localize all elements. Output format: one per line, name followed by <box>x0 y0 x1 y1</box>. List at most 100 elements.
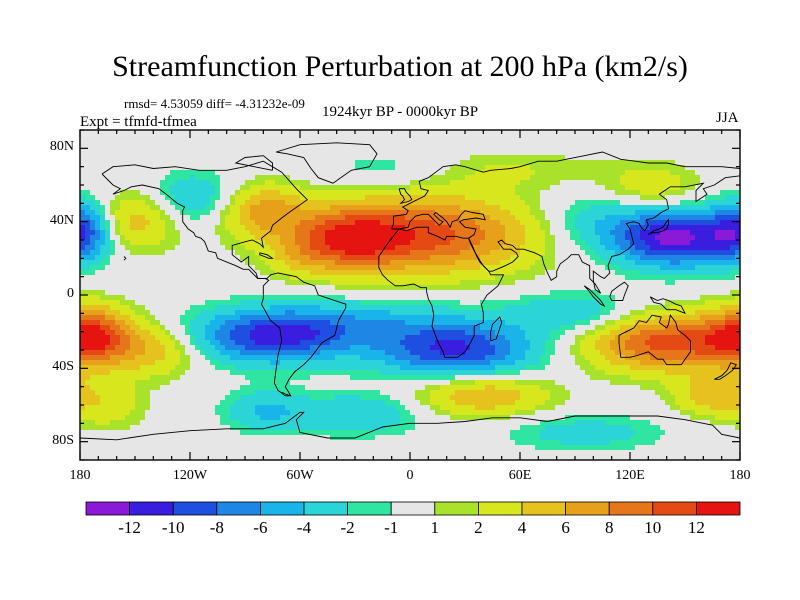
field-cell <box>175 365 181 371</box>
field-cell <box>125 130 131 136</box>
field-cell <box>345 230 351 236</box>
field-cell <box>375 260 381 266</box>
field-cell <box>240 250 246 256</box>
field-cell <box>110 410 116 416</box>
field-cell <box>425 430 431 436</box>
field-cell <box>425 250 431 256</box>
field-cell <box>145 255 151 261</box>
field-cell <box>335 390 341 396</box>
field-cell <box>85 165 91 171</box>
field-cell <box>385 210 391 216</box>
field-cell <box>290 330 296 336</box>
field-cell <box>390 135 396 141</box>
field-cell <box>200 280 206 286</box>
field-cell <box>205 175 211 181</box>
field-cell <box>215 425 221 431</box>
field-cell <box>400 305 406 311</box>
field-cell <box>415 265 421 271</box>
field-cell <box>90 205 96 211</box>
field-cell <box>215 290 221 296</box>
field-cell <box>365 315 371 321</box>
field-cell <box>435 300 441 306</box>
field-cell <box>390 205 396 211</box>
field-cell <box>420 290 426 296</box>
field-cell <box>230 320 236 326</box>
field-cell <box>170 450 176 456</box>
field-cell <box>120 455 126 460</box>
field-cell <box>230 220 236 226</box>
field-cell <box>360 415 366 421</box>
field-cell <box>135 305 141 311</box>
field-cell <box>195 260 201 266</box>
field-cell <box>105 175 111 181</box>
field-cell <box>150 425 156 431</box>
field-cell <box>210 165 216 171</box>
field-cell <box>180 295 186 301</box>
field-cell <box>240 445 246 451</box>
field-cell <box>350 135 356 141</box>
field-cell <box>185 385 191 391</box>
field-cell <box>410 335 416 341</box>
field-cell <box>235 295 241 301</box>
field-cell <box>260 420 266 426</box>
field-cell <box>445 300 451 306</box>
field-cell <box>245 200 251 206</box>
field-cell <box>370 230 376 236</box>
field-cell <box>350 305 356 311</box>
field-cell <box>195 335 201 341</box>
field-cell <box>335 185 341 191</box>
field-cell <box>145 380 151 386</box>
field-cell <box>450 330 456 336</box>
field-cell <box>240 380 246 386</box>
field-cell <box>325 385 331 391</box>
field-cell <box>185 280 191 286</box>
field-cell <box>140 380 146 386</box>
field-cell <box>275 215 281 221</box>
field-cell <box>375 315 381 321</box>
field-cell <box>370 270 376 276</box>
field-cell <box>375 320 381 326</box>
field-cell <box>125 175 131 181</box>
field-cell <box>310 175 316 181</box>
field-cell <box>255 265 261 271</box>
field-cell <box>235 235 241 241</box>
field-cell <box>200 375 206 381</box>
field-cell <box>110 260 116 266</box>
field-cell <box>90 360 96 366</box>
field-cell <box>145 435 151 441</box>
field-cell <box>85 340 91 346</box>
field-cell <box>365 135 371 141</box>
field-cell <box>80 390 86 396</box>
field-cell <box>130 350 136 356</box>
field-cell <box>455 295 461 301</box>
field-cell <box>140 425 146 431</box>
field-cell <box>80 305 86 311</box>
field-cell <box>370 320 376 326</box>
field-cell <box>215 315 221 321</box>
field-cell <box>225 320 231 326</box>
field-cell <box>420 390 426 396</box>
field-cell <box>245 160 251 166</box>
field-cell <box>170 295 176 301</box>
field-cell <box>365 370 371 376</box>
field-cell <box>160 280 166 286</box>
field-cell <box>420 150 426 156</box>
field-cell <box>195 135 201 141</box>
field-cell <box>160 150 166 156</box>
field-cell <box>355 295 361 301</box>
field-cell <box>435 225 441 231</box>
field-cell <box>320 155 326 161</box>
field-cell <box>135 455 141 460</box>
field-cell <box>190 275 196 281</box>
field-cell <box>125 390 131 396</box>
field-cell <box>105 450 111 456</box>
field-cell <box>320 325 326 331</box>
field-cell <box>230 250 236 256</box>
field-cell <box>450 190 456 196</box>
field-cell <box>350 405 356 411</box>
field-cell <box>445 385 451 391</box>
field-cell <box>375 210 381 216</box>
field-cell <box>155 130 161 136</box>
field-cell <box>310 375 316 381</box>
field-cell <box>340 440 346 446</box>
